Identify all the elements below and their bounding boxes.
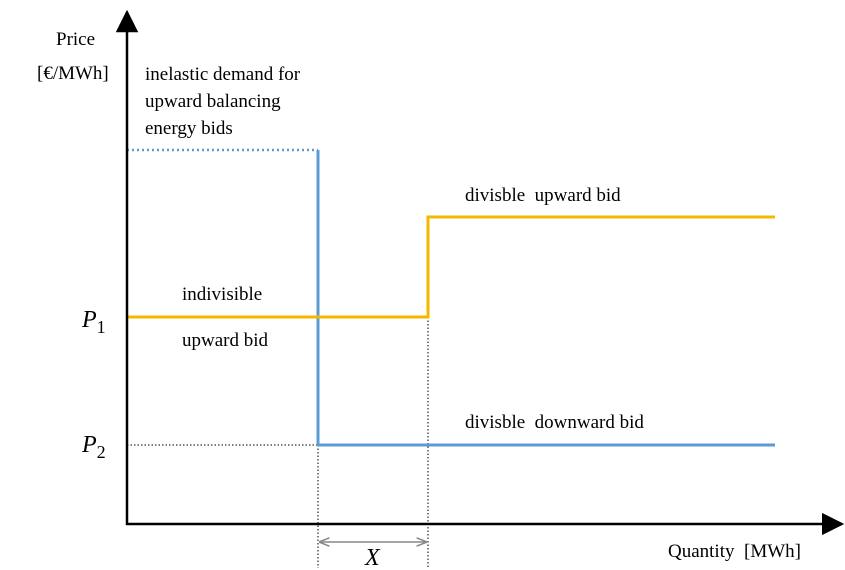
gap-label: X (364, 545, 381, 570)
p1-symbol: P (81, 307, 97, 333)
demand-label: energy bids (145, 118, 233, 139)
p2-symbol: P (81, 432, 97, 458)
supply-curve (127, 215, 775, 319)
demand-label: inelastic demand for (145, 64, 301, 85)
guides (127, 317, 429, 568)
indivisible-label: upward bid (182, 330, 269, 351)
y-label: Price (56, 29, 95, 50)
p2-label: P2 (81, 432, 106, 462)
p1-label: P1 (81, 307, 106, 337)
y-label-unit: [€/MWh] (37, 63, 109, 84)
demand-label: upward balancing (145, 91, 281, 112)
divisible-downward-label: divisble downward bid (465, 412, 644, 433)
p1-subscript: 1 (97, 317, 106, 337)
x-label: Quantity [MWh] (668, 541, 801, 562)
p2-subscript: 2 (97, 442, 106, 462)
indivisible-label: indivisible (182, 284, 262, 305)
divisible-upward-label: divisble upward bid (465, 185, 621, 206)
demand-curve (316, 150, 775, 447)
